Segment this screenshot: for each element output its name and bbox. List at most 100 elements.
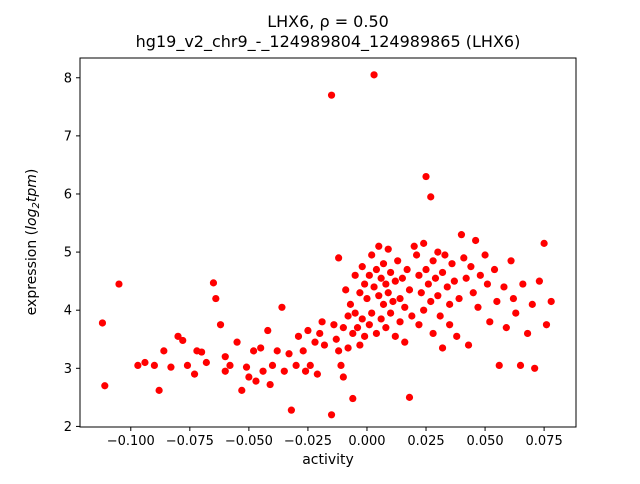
data-point bbox=[372, 329, 381, 338]
data-point bbox=[464, 341, 473, 349]
data-point bbox=[342, 286, 350, 294]
data-point bbox=[358, 263, 366, 271]
data-point bbox=[183, 361, 192, 370]
data-point bbox=[268, 361, 277, 370]
data-point bbox=[467, 263, 475, 271]
data-point bbox=[344, 344, 352, 352]
data-point bbox=[316, 329, 324, 338]
data-point bbox=[339, 324, 347, 332]
y-axis-label: expression (log2tpm) bbox=[24, 169, 42, 316]
data-point bbox=[344, 312, 352, 320]
data-point bbox=[252, 377, 260, 385]
data-point bbox=[516, 361, 525, 370]
data-point bbox=[327, 411, 336, 419]
data-point bbox=[346, 300, 355, 308]
data-point bbox=[292, 361, 300, 370]
data-point bbox=[405, 393, 414, 401]
data-point bbox=[101, 382, 109, 390]
chart-title-line2: hg19_v2_chr9_-_124989804_124989865 (LHX6… bbox=[136, 32, 521, 52]
data-point bbox=[365, 271, 373, 279]
x-axis-ticks: −0.100 −0.075 −0.050 −0.025 0.000 0.025 0.050 0… bbox=[107, 427, 563, 449]
x-tick-label: −0.100 bbox=[107, 434, 155, 449]
data-point bbox=[415, 271, 423, 279]
data-point bbox=[250, 347, 258, 355]
data-point bbox=[474, 303, 482, 311]
data-point bbox=[410, 242, 418, 250]
data-point bbox=[422, 172, 430, 181]
data-point bbox=[294, 332, 303, 340]
data-point bbox=[420, 306, 428, 314]
data-point bbox=[408, 312, 416, 320]
data-point bbox=[174, 332, 182, 340]
data-point bbox=[115, 280, 123, 288]
x-tick-label: 0.075 bbox=[526, 434, 563, 449]
data-point bbox=[446, 300, 454, 308]
data-point bbox=[453, 332, 461, 340]
data-point bbox=[216, 321, 225, 329]
data-point bbox=[457, 231, 466, 239]
data-point bbox=[486, 318, 494, 326]
data-point bbox=[429, 257, 437, 265]
data-point bbox=[221, 353, 229, 361]
y-axis-ticks: 2 3 4 5 6 7 8 bbox=[64, 71, 80, 435]
data-point bbox=[264, 326, 272, 335]
data-point bbox=[427, 297, 435, 306]
data-point bbox=[141, 358, 149, 367]
data-point bbox=[396, 294, 404, 303]
data-point bbox=[245, 373, 253, 381]
x-axis-label: activity bbox=[302, 452, 354, 468]
data-point bbox=[448, 260, 456, 268]
data-point bbox=[396, 318, 404, 326]
y-tick-label: 6 bbox=[64, 187, 72, 202]
data-point bbox=[434, 248, 442, 256]
data-point bbox=[332, 335, 340, 343]
data-point bbox=[462, 274, 470, 282]
data-point bbox=[190, 370, 199, 378]
data-point bbox=[403, 265, 411, 274]
data-point bbox=[233, 338, 241, 346]
data-point bbox=[318, 318, 326, 326]
data-point bbox=[507, 257, 515, 265]
data-point bbox=[481, 251, 489, 259]
data-point bbox=[155, 386, 163, 394]
data-point bbox=[523, 329, 532, 338]
data-point bbox=[420, 239, 428, 247]
y-label-var: tpm bbox=[24, 174, 40, 202]
x-tick-label: −0.025 bbox=[284, 434, 332, 449]
data-point bbox=[391, 332, 399, 340]
y-tick-label: 5 bbox=[64, 246, 72, 261]
data-point bbox=[280, 367, 288, 375]
data-point bbox=[377, 274, 385, 282]
data-point bbox=[386, 268, 395, 277]
data-point bbox=[167, 363, 175, 371]
data-point bbox=[535, 277, 543, 285]
data-point bbox=[384, 245, 392, 253]
data-point bbox=[495, 361, 503, 370]
data-point bbox=[313, 370, 321, 378]
data-point bbox=[299, 347, 307, 355]
plot-area bbox=[79, 57, 577, 428]
data-point bbox=[306, 361, 314, 370]
data-point bbox=[311, 338, 319, 346]
y-label-prefix: expression ( bbox=[24, 230, 40, 315]
data-point bbox=[472, 236, 480, 245]
data-point bbox=[509, 294, 518, 303]
data-point bbox=[368, 251, 376, 259]
data-point bbox=[443, 283, 451, 291]
data-point bbox=[98, 319, 107, 327]
data-point bbox=[337, 361, 345, 370]
data-point bbox=[372, 265, 381, 274]
y-tick-label: 7 bbox=[64, 129, 72, 144]
data-point bbox=[441, 251, 449, 259]
x-tick-label: −0.075 bbox=[166, 434, 214, 449]
data-point bbox=[379, 300, 388, 308]
data-point bbox=[375, 242, 383, 250]
data-point bbox=[361, 332, 369, 340]
data-point bbox=[349, 329, 357, 338]
data-point bbox=[351, 309, 359, 317]
data-point bbox=[382, 280, 390, 288]
data-point bbox=[490, 265, 499, 274]
data-point bbox=[301, 367, 310, 375]
data-point bbox=[438, 344, 447, 352]
